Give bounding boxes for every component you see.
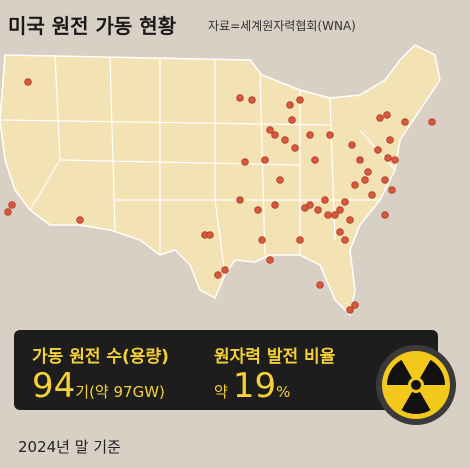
stat-prefix: 약 xyxy=(214,383,228,401)
plant-dot xyxy=(266,126,274,134)
plant-dot xyxy=(326,131,334,139)
plant-dot xyxy=(316,281,324,289)
stat-unit: % xyxy=(276,383,291,401)
plant-dot xyxy=(331,211,339,219)
plant-dot xyxy=(336,228,344,236)
stat-number: 94 xyxy=(32,366,76,406)
plant-dot xyxy=(258,236,266,244)
plant-dot xyxy=(364,168,372,176)
plant-dot xyxy=(241,158,249,166)
plant-dot xyxy=(291,144,299,152)
plant-dot xyxy=(374,146,382,154)
icon-center xyxy=(411,380,421,390)
plant-dot xyxy=(296,236,304,244)
plant-dot xyxy=(306,131,314,139)
plant-dot xyxy=(306,201,314,209)
us-map xyxy=(0,44,441,317)
plant-dot xyxy=(384,154,392,162)
stat-label: 가동 원전 수(용량) xyxy=(32,347,169,367)
plant-dot xyxy=(311,156,319,164)
title: 미국 원전 가동 현황 xyxy=(8,14,177,38)
plant-dot xyxy=(336,206,344,214)
plant-dot xyxy=(401,118,409,126)
plant-dot xyxy=(271,201,279,209)
plant-dot xyxy=(76,216,84,224)
stats-box: 가동 원전 수(용량) 94기(약 97GW) 원자력 발전 비율 약 19% xyxy=(14,330,438,410)
footnote: 2024년 말 기준 xyxy=(18,438,121,456)
plant-dot xyxy=(341,198,349,206)
icon-blade xyxy=(420,359,445,385)
plant-dot xyxy=(254,206,262,214)
plant-dot xyxy=(376,114,384,122)
plants xyxy=(4,78,436,314)
plant-dot xyxy=(351,181,359,189)
plant-dot xyxy=(348,141,356,149)
plant-dot xyxy=(388,186,396,194)
stat-unit: 기(약 97GW) xyxy=(75,383,165,401)
plant-dot xyxy=(248,96,256,104)
plant-dot xyxy=(266,256,274,264)
stat-number: 19 xyxy=(232,366,277,406)
plant-dot xyxy=(206,231,214,239)
plant-dot xyxy=(24,78,32,86)
plant-dot xyxy=(288,116,296,124)
stat-value: 94기(약 97GW) xyxy=(32,366,165,406)
plant-dot xyxy=(221,266,229,274)
plant-dot xyxy=(356,156,364,164)
plant-dot xyxy=(381,176,389,184)
icon-blade xyxy=(387,359,412,385)
plant-dot xyxy=(381,211,389,219)
plant-dot xyxy=(4,208,12,216)
plant-dot xyxy=(236,196,244,204)
plant-dot xyxy=(428,118,436,126)
stat-label: 원자력 발전 비율 xyxy=(214,347,336,367)
plant-dot xyxy=(368,191,376,199)
plant-dot xyxy=(271,131,279,139)
plant-dot xyxy=(236,94,244,102)
state-lines xyxy=(0,54,396,276)
plant-dot xyxy=(321,196,329,204)
plant-dot xyxy=(324,211,332,219)
plant-dot xyxy=(214,271,222,279)
radiation-icon xyxy=(376,345,456,425)
plant-dot xyxy=(346,306,354,314)
plant-dot xyxy=(296,96,304,104)
plant-dot xyxy=(281,136,289,144)
icon-blade xyxy=(401,391,431,414)
plant-dot xyxy=(391,156,399,164)
source: 자료=세계원자력협회(WNA) xyxy=(208,19,356,33)
plant-dot xyxy=(314,206,322,214)
plant-dot xyxy=(286,101,294,109)
plant-dot xyxy=(386,136,394,144)
plant-dot xyxy=(346,216,354,224)
plant-dot xyxy=(261,156,269,164)
plant-dot xyxy=(276,176,284,184)
stat-value: 약 19% xyxy=(214,366,290,406)
plant-dot xyxy=(341,236,349,244)
plant-dot xyxy=(383,111,391,119)
plant-dot xyxy=(351,301,359,309)
plant-dot xyxy=(8,201,16,209)
plant-dot xyxy=(361,176,369,184)
